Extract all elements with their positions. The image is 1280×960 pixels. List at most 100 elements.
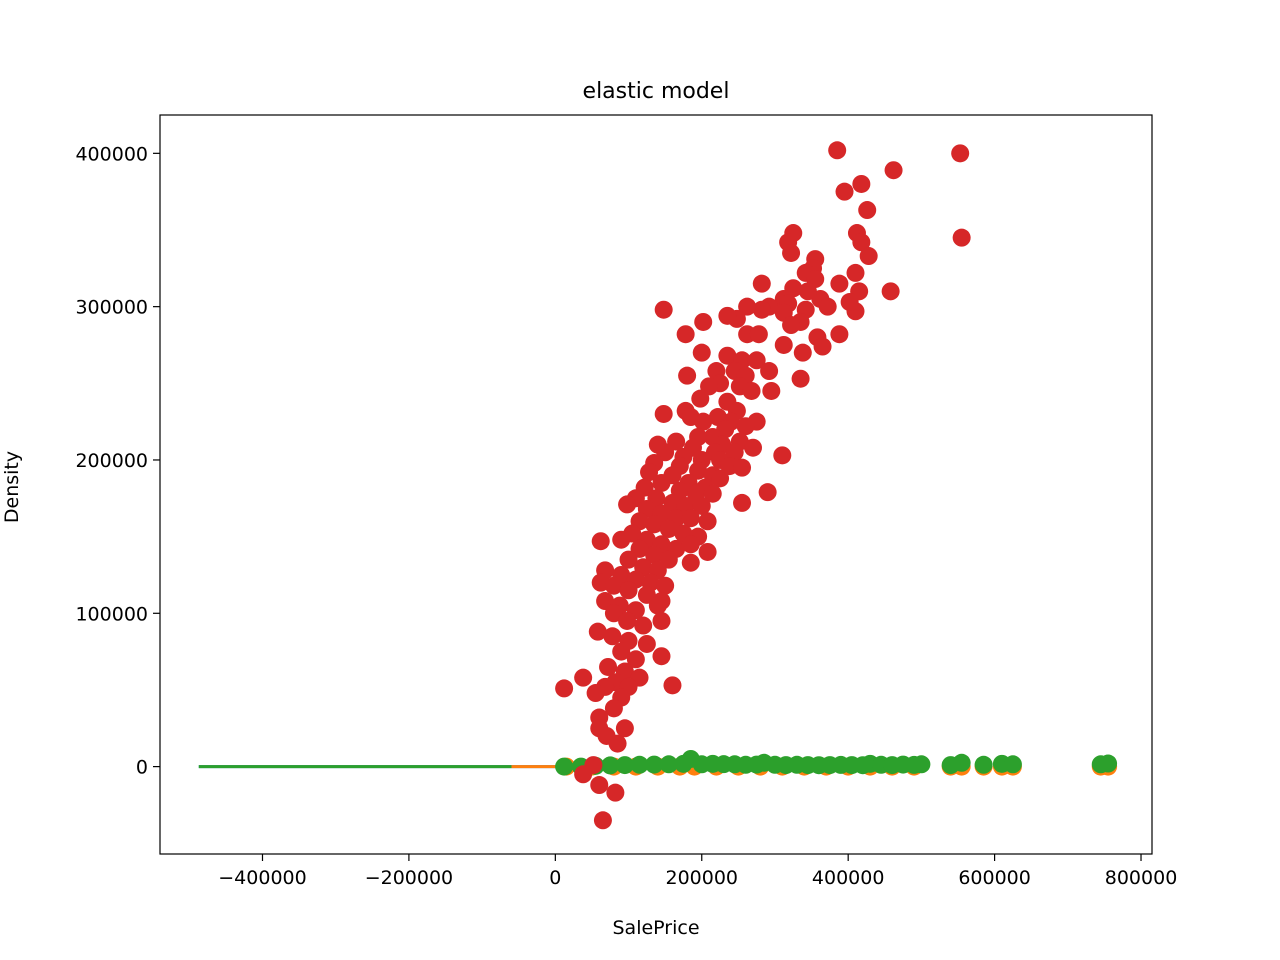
scatter-point	[749, 325, 768, 344]
scatter-point	[752, 300, 771, 319]
scatter-point	[637, 634, 656, 653]
scatter-point	[588, 622, 607, 641]
scatter-point	[618, 611, 637, 630]
scatter-point	[604, 604, 623, 623]
scatter-point	[698, 542, 717, 561]
scatter-point	[1099, 754, 1118, 773]
scatter-point	[645, 546, 664, 565]
chart-title: elastic model	[583, 79, 730, 104]
scatter-point	[828, 141, 847, 160]
x-tick-label: 600000	[958, 867, 1031, 889]
scatter-point	[782, 243, 801, 262]
scatter-point	[652, 611, 671, 630]
scatter-point	[590, 776, 609, 795]
scatter-point	[846, 263, 865, 282]
scatter-point	[747, 351, 766, 370]
y-tick-label: 100000	[75, 603, 148, 625]
scatter-point	[640, 463, 659, 482]
scatter-point	[630, 755, 649, 774]
scatter-point	[676, 325, 695, 344]
scatter-point	[591, 532, 610, 551]
x-tick-label: 400000	[812, 867, 885, 889]
scatter-point	[694, 312, 713, 331]
scatter-point	[718, 306, 737, 325]
scatter-point	[634, 616, 653, 635]
x-tick-label: 800000	[1105, 867, 1178, 889]
scatter-point	[652, 647, 671, 666]
scatter-point	[608, 734, 627, 753]
scatter-point	[835, 182, 854, 201]
scatter-point	[733, 458, 752, 477]
scatter-point	[782, 316, 801, 335]
x-tick-label: 0	[549, 867, 561, 889]
y-tick-label: 0	[136, 757, 148, 779]
scatter-point	[619, 581, 638, 600]
scatter-point	[689, 461, 708, 480]
scatter-point	[681, 509, 700, 528]
y-tick-label: 200000	[75, 450, 148, 472]
scatter-point	[752, 274, 771, 293]
scatter-point	[681, 535, 700, 554]
scatter-point	[951, 144, 970, 163]
scatter-point	[555, 757, 574, 776]
scatter-point	[830, 274, 849, 293]
scatter-point	[604, 576, 623, 595]
scatter-point	[818, 297, 837, 316]
x-tick-label: −400000	[218, 867, 306, 889]
y-tick-label: 400000	[75, 143, 148, 165]
scatter-point	[601, 756, 620, 775]
scatter-point	[738, 297, 757, 316]
scatter-point	[912, 755, 931, 774]
scatter-point	[692, 343, 711, 362]
scatter-point	[691, 389, 710, 408]
x-axis-label: SalePrice	[612, 917, 699, 939]
scatter-point	[760, 362, 779, 381]
scatter-point	[678, 366, 697, 385]
scatter-point	[681, 553, 700, 572]
y-axis-label: Density	[1, 451, 23, 523]
scatter-point	[852, 233, 871, 252]
scatter-point	[830, 325, 849, 344]
scatter-point	[615, 756, 634, 775]
scatter-point	[659, 519, 678, 538]
scatter-point	[952, 228, 971, 247]
scatter-point	[574, 668, 593, 687]
scatter-point	[858, 201, 877, 220]
x-tick-label: −200000	[365, 867, 453, 889]
scatter-point	[663, 676, 682, 695]
scatter-point	[692, 496, 711, 515]
scatter-point	[762, 381, 781, 400]
scatter-point	[652, 473, 671, 492]
scatter-point	[774, 335, 793, 354]
scatter-point	[703, 484, 722, 503]
y-tick-label: 300000	[75, 297, 148, 319]
scatter-point	[1003, 755, 1022, 774]
scatter-point	[606, 783, 625, 802]
scatter-point	[859, 247, 878, 266]
scatter-point	[884, 161, 903, 180]
scatter-point	[612, 642, 631, 661]
scatter-point	[574, 765, 593, 784]
scatter-point	[615, 719, 634, 738]
x-axis: −400000 −200000 0 200000 400000 600000 800000	[218, 854, 1177, 889]
y-axis: 0 100000 200000 300000 400000	[75, 143, 160, 779]
scatter-point	[840, 293, 859, 312]
scatter-point	[619, 550, 638, 569]
scatter-point	[813, 337, 832, 356]
scatter-point	[659, 755, 678, 774]
scatter-point	[742, 381, 761, 400]
scatter-point	[555, 679, 574, 698]
scatter-point	[599, 657, 618, 676]
scatter-point	[612, 530, 631, 549]
scatter-point	[586, 684, 605, 703]
scatter-point	[733, 493, 752, 512]
scatter-point	[744, 438, 763, 457]
scatter-point	[603, 627, 622, 646]
scatter-point	[604, 699, 623, 718]
x-tick-label: 200000	[665, 867, 738, 889]
axes-frame	[159, 114, 1153, 855]
scatter-point	[593, 811, 612, 830]
scatter-point	[758, 483, 777, 502]
scatter-point	[645, 515, 664, 534]
